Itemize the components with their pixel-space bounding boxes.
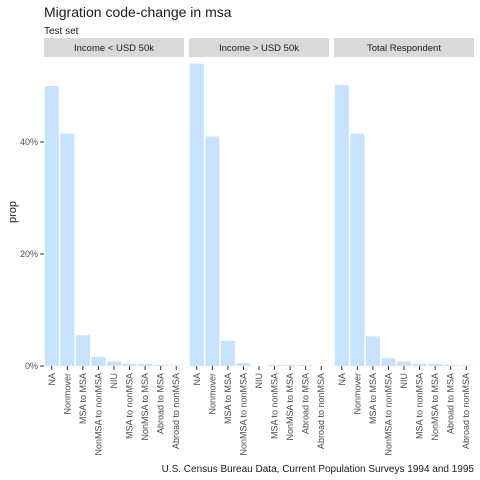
facet-strip-label: Income < USD 50k — [74, 43, 154, 54]
x-tick-label: NonMSA to nonMSA — [383, 373, 393, 456]
y-tick-label: 40% — [20, 137, 38, 147]
bar — [236, 363, 251, 366]
facet-strip — [44, 38, 184, 57]
x-tick-label: MSA to MSA — [78, 373, 88, 424]
chart-subtitle: Test set — [44, 26, 79, 37]
x-tick-label: MSA to nonMSA — [270, 373, 280, 439]
bar — [283, 364, 298, 366]
bar — [459, 365, 474, 366]
bar — [267, 364, 282, 366]
bar — [44, 86, 59, 366]
facet-strip-label: Income > USD 50k — [219, 43, 299, 54]
x-tick-label: NonMSA to nonMSA — [238, 373, 248, 456]
bar — [189, 63, 204, 366]
y-tick-label: 20% — [20, 249, 38, 259]
chart-title: Migration code-change in msa — [44, 4, 232, 20]
x-tick-label: Abroad to MSA — [301, 373, 311, 434]
plot-area: 0% 20% 40% Income < USD 50k NA Nonmover MSA to… — [20, 38, 474, 456]
facet-strip-label: Total Respondent — [367, 43, 441, 54]
bar — [428, 363, 443, 366]
x-tick-label: NA — [337, 373, 347, 386]
x-tick-label: NA — [47, 373, 57, 386]
x-tick-label: Abroad to nonMSA — [171, 373, 181, 449]
bar — [91, 357, 106, 366]
x-tick-label: MSA to nonMSA — [415, 373, 425, 439]
x-tick-label: Nonmover — [352, 373, 362, 415]
facet-strip — [334, 38, 474, 57]
bar — [122, 363, 137, 366]
y-tick-label: 0% — [25, 361, 38, 371]
bar — [169, 365, 184, 366]
x-tick-label: MSA to MSA — [368, 373, 378, 424]
x-tick-label: Nonmover — [207, 373, 217, 415]
bar — [60, 133, 75, 366]
bar — [350, 133, 365, 366]
bar — [153, 364, 168, 366]
x-tick-label: Abroad to MSA — [446, 373, 456, 434]
x-tick-label: NonMSA to MSA — [285, 373, 295, 441]
x-tick-label: NIU — [254, 373, 264, 389]
x-tick-label: NonMSA to MSA — [430, 373, 440, 441]
bar — [75, 335, 90, 366]
bar — [381, 358, 396, 366]
bar — [397, 361, 411, 366]
x-tick-label: MSA to MSA — [223, 373, 233, 424]
x-tick-label: Nonmover — [62, 373, 72, 415]
bar — [412, 363, 427, 366]
bar — [138, 363, 153, 366]
bar — [107, 361, 121, 366]
bar — [205, 136, 220, 366]
bar — [298, 364, 313, 366]
x-tick-label: MSA to nonMSA — [125, 373, 135, 439]
bar — [334, 84, 349, 366]
bar — [443, 364, 458, 366]
x-tick-label: Abroad to nonMSA — [316, 373, 326, 449]
chart-caption: U.S. Census Bureau Data, Current Populat… — [162, 464, 475, 475]
x-tick-label: NIU — [109, 373, 119, 389]
x-tick-label: NIU — [399, 373, 409, 389]
x-tick-label: Abroad to nonMSA — [461, 373, 471, 449]
x-tick-label: Abroad to MSA — [156, 373, 166, 434]
x-tick-label: NonMSA to MSA — [140, 373, 150, 441]
bar — [365, 336, 380, 366]
facet-strip — [189, 38, 329, 57]
x-tick-label: NA — [192, 373, 202, 386]
bar — [220, 340, 235, 366]
y-axis-label: prop — [7, 201, 19, 223]
x-tick-label: NonMSA to nonMSA — [93, 373, 103, 456]
